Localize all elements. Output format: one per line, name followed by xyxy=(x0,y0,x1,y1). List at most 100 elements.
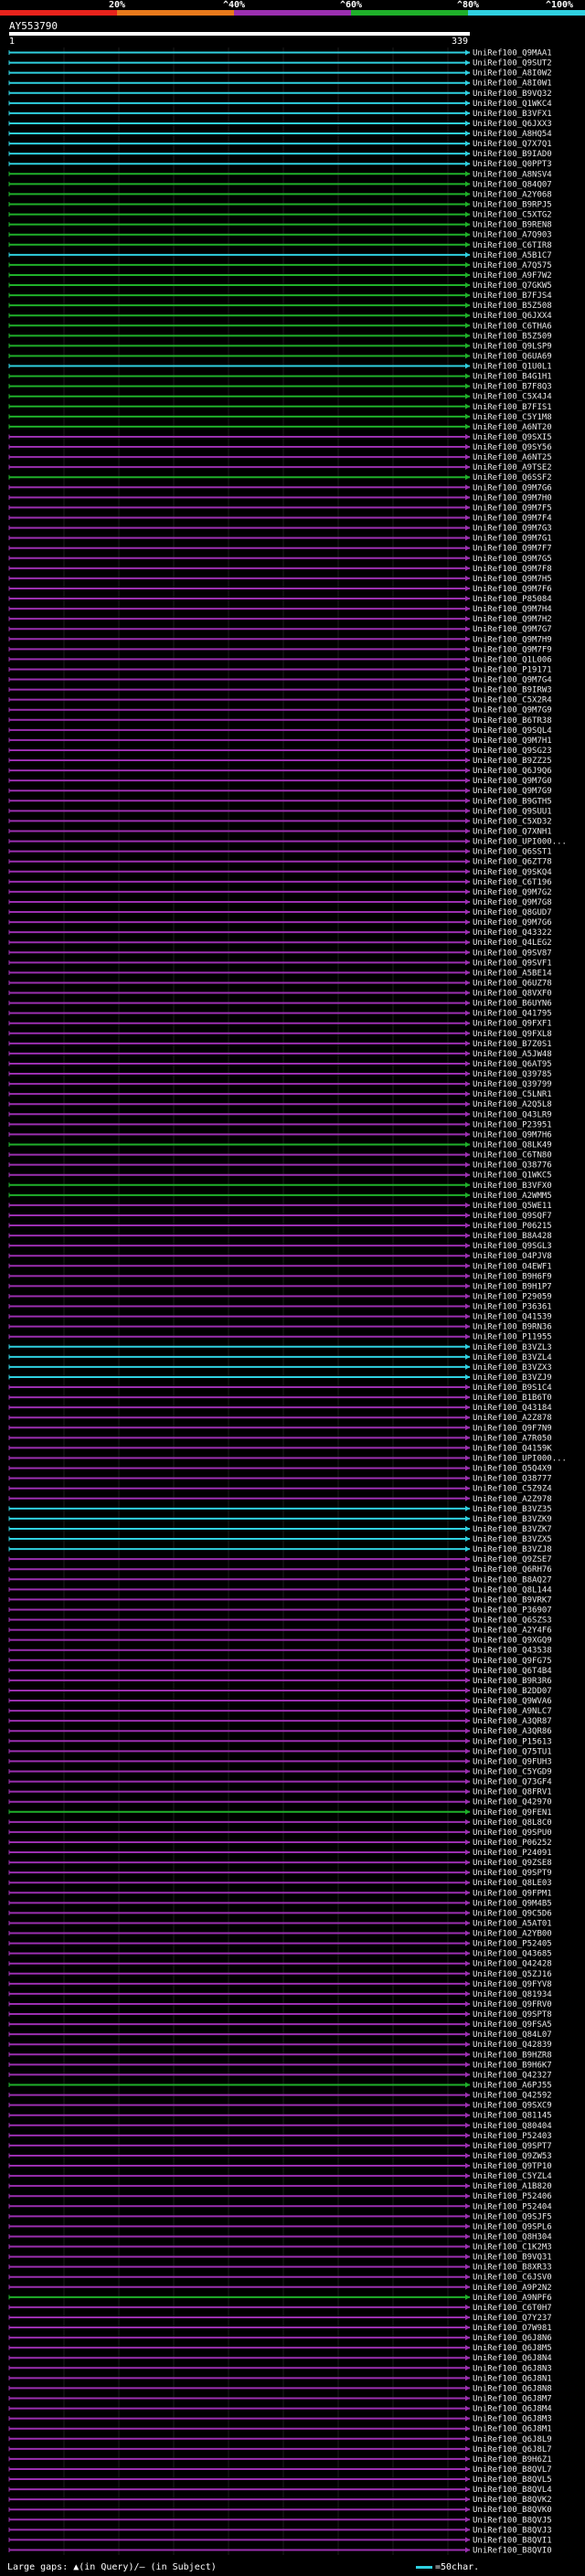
hit-label-5[interactable]: UniRef100_Q1WKC4 xyxy=(473,100,552,109)
hit-label-193[interactable]: UniRef100_Q9FRV0 xyxy=(473,2000,552,2009)
hit-label-98[interactable]: UniRef100_B7Z0S1 xyxy=(473,1040,552,1049)
hit-label-94[interactable]: UniRef100_B6UYN6 xyxy=(473,1000,552,1009)
hit-label-84[interactable]: UniRef100_Q9M7G8 xyxy=(473,898,552,907)
hit-label-101[interactable]: UniRef100_Q39785 xyxy=(473,1070,552,1079)
hit-label-204[interactable]: UniRef100_Q81145 xyxy=(473,2112,552,2121)
hit-label-99[interactable]: UniRef100_A5JW48 xyxy=(473,1050,552,1059)
hit-label-169[interactable]: UniRef100_Q9FUH3 xyxy=(473,1757,552,1766)
hit-label-68[interactable]: UniRef100_Q9M7H1 xyxy=(473,737,552,746)
hit-label-74[interactable]: UniRef100_B9GTH5 xyxy=(473,797,552,806)
hit-label-213[interactable]: UniRef100_P52404 xyxy=(473,2202,552,2211)
hit-label-194[interactable]: UniRef100_Q9SPT8 xyxy=(473,2010,552,2019)
hit-label-211[interactable]: UniRef100_A1B820 xyxy=(473,2182,552,2191)
hit-label-11[interactable]: UniRef100_Q0PPT3 xyxy=(473,160,552,169)
hit-label-231[interactable]: UniRef100_Q6J8N8 xyxy=(473,2384,552,2393)
hit-label-218[interactable]: UniRef100_B9VQ31 xyxy=(473,2253,552,2263)
hit-label-176[interactable]: UniRef100_Q9SPU0 xyxy=(473,1829,552,1838)
hit-label-55[interactable]: UniRef100_Q9M7H4 xyxy=(473,605,552,614)
hit-label-79[interactable]: UniRef100_Q6SST1 xyxy=(473,848,552,857)
hit-label-171[interactable]: UniRef100_Q73GF4 xyxy=(473,1778,552,1787)
hit-label-57[interactable]: UniRef100_Q9M7G7 xyxy=(473,625,552,634)
hit-label-27[interactable]: UniRef100_C6THA6 xyxy=(473,322,552,331)
hit-label-44[interactable]: UniRef100_Q9M7H0 xyxy=(473,493,552,503)
hit-label-111[interactable]: UniRef100_Q1WKC5 xyxy=(473,1171,552,1181)
hit-label-215[interactable]: UniRef100_Q9SPL6 xyxy=(473,2222,552,2231)
hit-label-147[interactable]: UniRef100_B3VZX5 xyxy=(473,1535,552,1544)
hit-label-166[interactable]: UniRef100_A3QR86 xyxy=(473,1727,552,1736)
hit-label-47[interactable]: UniRef100_Q9M7G3 xyxy=(473,525,552,534)
hit-label-180[interactable]: UniRef100_Q9SPT9 xyxy=(473,1869,552,1878)
hit-label-232[interactable]: UniRef100_Q6J8M7 xyxy=(473,2395,552,2404)
hit-label-76[interactable]: UniRef100_C5XD32 xyxy=(473,817,552,826)
hit-label-183[interactable]: UniRef100_Q9M4B5 xyxy=(473,1899,552,1908)
hit-label-217[interactable]: UniRef100_C1K2M3 xyxy=(473,2243,552,2253)
hit-label-90[interactable]: UniRef100_Q9SVF1 xyxy=(473,959,552,968)
hit-label-85[interactable]: UniRef100_Q8GUD7 xyxy=(473,908,552,917)
hit-label-150[interactable]: UniRef100_Q6RH76 xyxy=(473,1565,552,1574)
hit-label-109[interactable]: UniRef100_C6TN80 xyxy=(473,1151,552,1161)
hit-label-83[interactable]: UniRef100_Q9M7G2 xyxy=(473,888,552,897)
hit-label-237[interactable]: UniRef100_Q6J8L7 xyxy=(473,2445,552,2454)
hit-label-181[interactable]: UniRef100_Q8LE03 xyxy=(473,1879,552,1888)
hit-label-198[interactable]: UniRef100_B9HZR8 xyxy=(473,2051,552,2060)
hit-label-135[interactable]: UniRef100_A2Z878 xyxy=(473,1414,552,1423)
hit-label-182[interactable]: UniRef100_Q9FPM1 xyxy=(473,1889,552,1898)
hit-label-15[interactable]: UniRef100_B9RPJ5 xyxy=(473,201,552,210)
hit-label-92[interactable]: UniRef100_Q6UZ78 xyxy=(473,979,552,988)
hit-label-61[interactable]: UniRef100_P19171 xyxy=(473,665,552,674)
hit-label-40[interactable]: UniRef100_A6NT25 xyxy=(473,453,552,462)
hit-label-41[interactable]: UniRef100_A9TSE2 xyxy=(473,463,552,472)
hit-label-200[interactable]: UniRef100_Q42327 xyxy=(473,2071,552,2080)
hit-label-172[interactable]: UniRef100_Q8FRV1 xyxy=(473,1788,552,1797)
hit-label-97[interactable]: UniRef100_Q9FXL8 xyxy=(473,1030,552,1039)
hit-label-100[interactable]: UniRef100_Q6AT95 xyxy=(473,1060,552,1069)
hit-label-167[interactable]: UniRef100_P15613 xyxy=(473,1737,552,1746)
hit-label-87[interactable]: UniRef100_Q43322 xyxy=(473,928,552,938)
hit-label-107[interactable]: UniRef100_Q9M7H6 xyxy=(473,1130,552,1140)
hit-label-228[interactable]: UniRef100_Q6J8N4 xyxy=(473,2354,552,2363)
hit-label-152[interactable]: UniRef100_Q8L144 xyxy=(473,1585,552,1595)
hit-label-59[interactable]: UniRef100_Q9M7F9 xyxy=(473,645,552,654)
hit-label-244[interactable]: UniRef100_B8QVJ5 xyxy=(473,2516,552,2525)
hit-label-82[interactable]: UniRef100_C6T196 xyxy=(473,878,552,887)
hit-label-91[interactable]: UniRef100_A5BE14 xyxy=(473,969,552,978)
hit-label-165[interactable]: UniRef100_A3QR87 xyxy=(473,1717,552,1726)
hit-label-7[interactable]: UniRef100_Q6JXX3 xyxy=(473,120,552,129)
hit-label-37[interactable]: UniRef100_A6NT20 xyxy=(473,423,552,432)
hit-label-16[interactable]: UniRef100_C5XTG2 xyxy=(473,211,552,220)
hit-label-64[interactable]: UniRef100_C5X2R4 xyxy=(473,696,552,705)
hit-label-24[interactable]: UniRef100_B7FJS4 xyxy=(473,292,552,301)
hit-label-131[interactable]: UniRef100_B3VZJ9 xyxy=(473,1373,552,1383)
hit-label-148[interactable]: UniRef100_B3VZJ8 xyxy=(473,1545,552,1554)
hit-label-178[interactable]: UniRef100_P24091 xyxy=(473,1849,552,1858)
hit-label-128[interactable]: UniRef100_B3VZL3 xyxy=(473,1343,552,1352)
hit-label-0[interactable]: UniRef100_Q9MAA1 xyxy=(473,49,552,58)
hit-label-139[interactable]: UniRef100_UPI000... xyxy=(473,1455,567,1464)
hit-label-52[interactable]: UniRef100_Q9M7H5 xyxy=(473,575,552,584)
hit-label-214[interactable]: UniRef100_Q9SJF5 xyxy=(473,2212,552,2221)
hit-label-199[interactable]: UniRef100_B9H6K7 xyxy=(473,2061,552,2070)
hit-label-19[interactable]: UniRef100_C6TIR8 xyxy=(473,241,552,250)
hit-label-247[interactable]: UniRef100_B8QVI0 xyxy=(473,2546,552,2555)
hit-label-160[interactable]: UniRef100_Q6T4B4 xyxy=(473,1667,552,1676)
hit-label-205[interactable]: UniRef100_Q80404 xyxy=(473,2122,552,2131)
hit-label-2[interactable]: UniRef100_A8I0W2 xyxy=(473,69,552,79)
hit-label-67[interactable]: UniRef100_Q9SQL4 xyxy=(473,726,552,736)
hit-label-129[interactable]: UniRef100_B3VZL4 xyxy=(473,1353,552,1362)
hit-label-235[interactable]: UniRef100_Q6J8M1 xyxy=(473,2425,552,2434)
hit-label-43[interactable]: UniRef100_Q9M7G6 xyxy=(473,483,552,493)
hit-label-149[interactable]: UniRef100_Q9ZSE7 xyxy=(473,1555,552,1564)
hit-label-158[interactable]: UniRef100_Q43538 xyxy=(473,1647,552,1656)
hit-label-108[interactable]: UniRef100_Q8LK49 xyxy=(473,1141,552,1150)
hit-label-86[interactable]: UniRef100_Q9M7G6 xyxy=(473,918,552,928)
hit-label-23[interactable]: UniRef100_Q7GKW5 xyxy=(473,281,552,291)
hit-label-125[interactable]: UniRef100_Q41539 xyxy=(473,1313,552,1322)
hit-label-9[interactable]: UniRef100_Q7X7Q1 xyxy=(473,140,552,149)
hit-label-126[interactable]: UniRef100_B9RN36 xyxy=(473,1323,552,1332)
hit-label-113[interactable]: UniRef100_A2WMM5 xyxy=(473,1192,552,1201)
hit-label-208[interactable]: UniRef100_Q9ZW53 xyxy=(473,2152,552,2161)
hit-label-221[interactable]: UniRef100_A9P2N2 xyxy=(473,2284,552,2293)
hit-label-134[interactable]: UniRef100_Q43184 xyxy=(473,1404,552,1413)
hit-label-143[interactable]: UniRef100_A2Z978 xyxy=(473,1495,552,1504)
hit-label-6[interactable]: UniRef100_B3VFX1 xyxy=(473,110,552,119)
